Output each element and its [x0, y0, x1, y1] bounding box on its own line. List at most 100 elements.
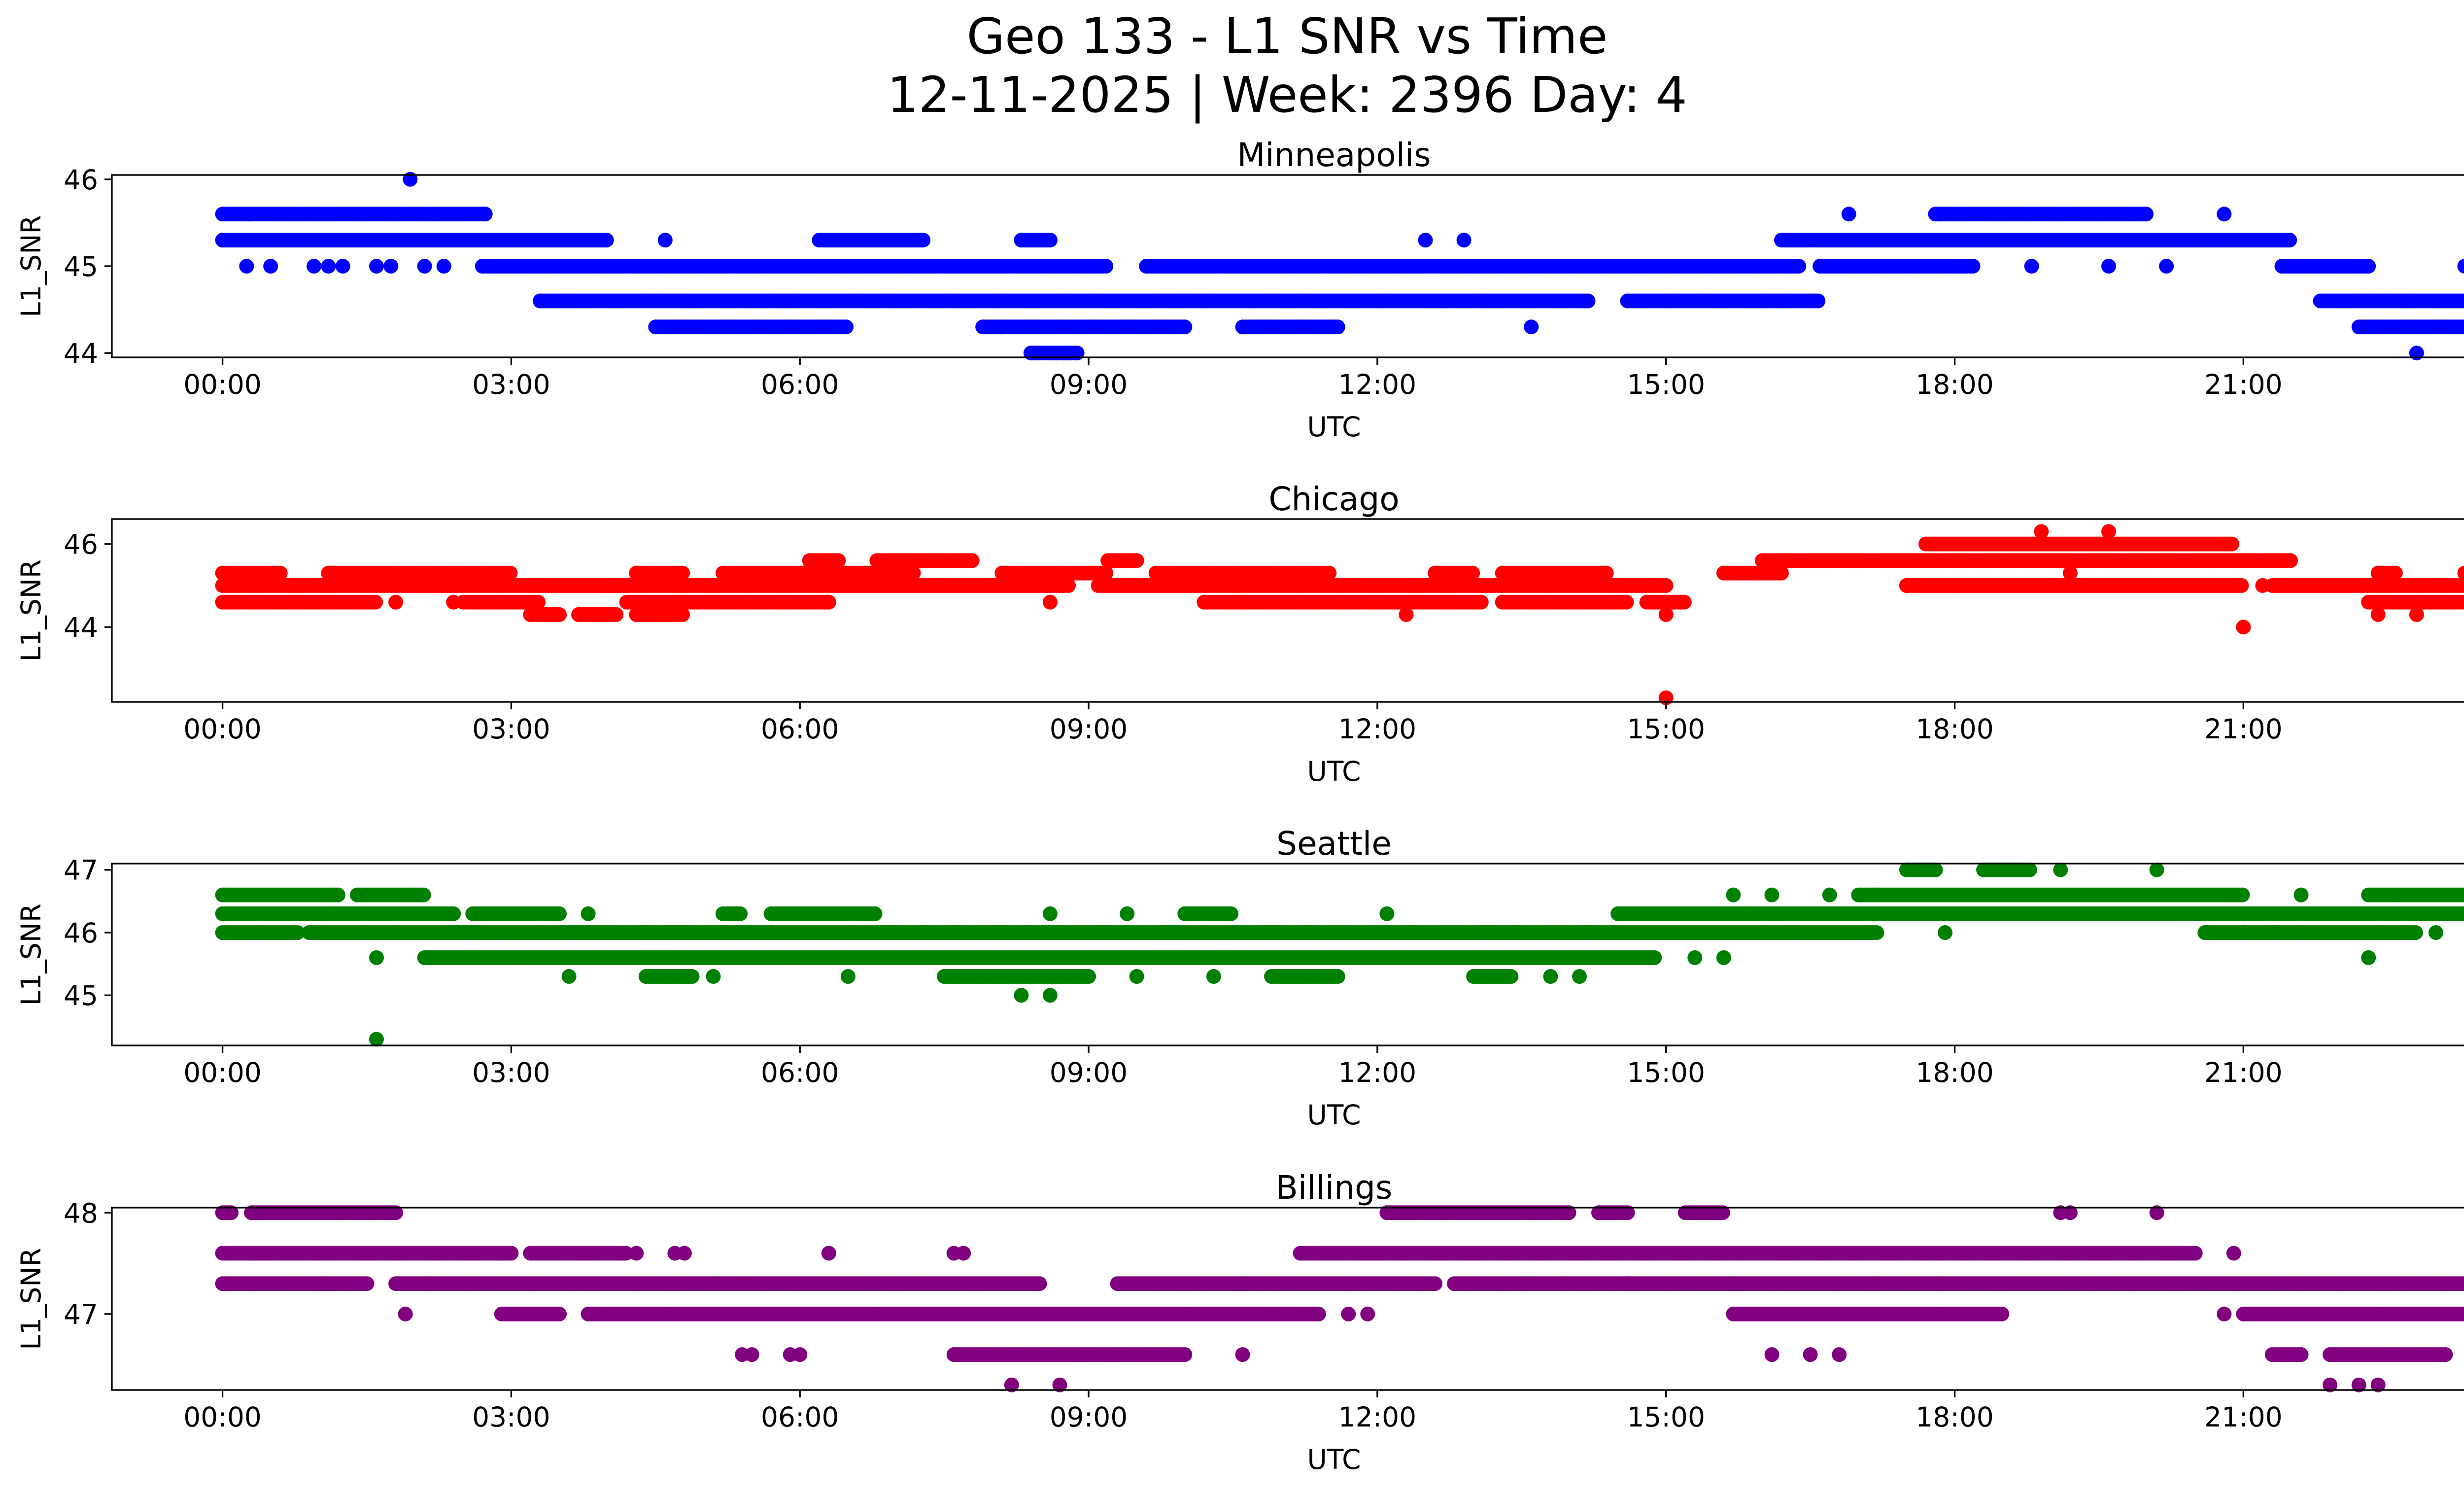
data-point — [436, 259, 451, 274]
data-point — [1456, 233, 1472, 248]
x-tick-label: 06:00 — [761, 713, 839, 745]
data-point — [416, 887, 431, 903]
data-point — [2024, 259, 2039, 274]
data-point — [1098, 259, 1114, 274]
chart-title: Geo 133 - L1 SNR vs Time — [967, 7, 1608, 65]
x-tick-label: 18:00 — [1916, 713, 1994, 745]
data-point — [1069, 346, 1085, 361]
y-tick-label: 46 — [64, 529, 98, 560]
x-tick-label: 03:00 — [472, 713, 550, 745]
data-point — [733, 906, 748, 921]
data-point — [1658, 578, 1674, 593]
series-points — [215, 524, 2464, 705]
data-point — [2062, 565, 2078, 581]
data-point — [263, 259, 278, 274]
data-point — [388, 594, 404, 610]
x-tick-label: 06:00 — [761, 369, 839, 400]
data-point — [368, 594, 383, 610]
data-point — [1965, 259, 1981, 274]
data-point — [2457, 259, 2464, 274]
data-point — [2034, 524, 2049, 539]
data-point — [369, 259, 384, 274]
data-point — [225, 594, 240, 610]
data-point — [383, 259, 399, 274]
data-point — [964, 553, 980, 568]
data-point — [609, 607, 624, 622]
data-point — [1580, 293, 1596, 309]
x-tick-label: 00:00 — [183, 369, 262, 400]
data-point — [239, 259, 254, 274]
x-tick-label: 12:00 — [1338, 369, 1417, 400]
data-point — [2235, 887, 2250, 903]
data-point — [1899, 578, 1914, 593]
data-point — [867, 906, 883, 921]
y-tick-label: 44 — [64, 612, 98, 643]
y-tick-label: 46 — [64, 164, 98, 196]
data-point — [2139, 207, 2154, 222]
y-tick-label: 44 — [64, 338, 98, 369]
y-axis-label: L1_SNR — [15, 559, 47, 661]
data-point — [478, 207, 493, 222]
data-point — [1658, 607, 1674, 622]
data-point — [1619, 594, 1634, 610]
x-axis-label: UTC — [1307, 756, 1361, 787]
x-tick-label: 18:00 — [1916, 369, 1994, 400]
data-point — [2236, 620, 2251, 635]
data-point — [2370, 607, 2386, 622]
data-point — [599, 233, 614, 248]
y-axis-label: L1_SNR — [15, 215, 47, 317]
data-point — [2159, 259, 2174, 274]
data-point — [1129, 553, 1144, 568]
data-point — [1042, 233, 1058, 248]
data-point — [2224, 536, 2239, 552]
panel-title: Minneapolis — [1237, 136, 1431, 174]
x-axis-label: UTC — [1307, 411, 1361, 443]
data-point — [417, 259, 432, 274]
data-point — [1061, 578, 1076, 593]
x-tick-label: 15:00 — [1627, 369, 1705, 400]
data-point — [1235, 594, 1250, 610]
panel-title: Seattle — [1276, 825, 1392, 863]
x-tick-label: 15:00 — [1627, 713, 1705, 745]
x-tick-label: 09:00 — [1050, 713, 1128, 745]
panel-minneapolis: Minneapolis 00:00 03:00 06:00 09:00 12:00 15:0… — [15, 136, 2464, 443]
data-point — [675, 607, 690, 622]
chart-subtitle: 12-11-2025 | Week: 2396 Day: 4 — [887, 66, 1687, 124]
data-point — [2409, 607, 2424, 622]
data-point — [1524, 319, 1539, 335]
data-point — [1811, 293, 1826, 309]
x-tick-label: 03:00 — [472, 369, 550, 400]
data-point — [821, 594, 836, 610]
data-point — [2101, 524, 2116, 539]
x-tick-label: 09:00 — [1050, 369, 1128, 400]
data-point — [2361, 259, 2376, 274]
y-tick-label: 45 — [64, 251, 98, 282]
data-point — [1330, 319, 1345, 335]
data-point — [1841, 207, 1856, 222]
data-point — [2101, 259, 2116, 274]
data-point — [403, 172, 418, 187]
data-point — [1399, 607, 1414, 622]
data-point — [446, 906, 461, 921]
data-point — [2282, 233, 2297, 248]
data-point — [657, 233, 673, 248]
data-point — [321, 259, 336, 274]
data-point — [2283, 553, 2298, 568]
x-tick-label: 21:00 — [2204, 369, 2283, 400]
data-point — [446, 594, 461, 610]
data-point — [1677, 594, 1692, 610]
data-point — [916, 233, 931, 248]
data-point — [2255, 578, 2270, 593]
data-point — [1418, 233, 1433, 248]
data-point — [1042, 594, 1058, 610]
x-tick-label: 21:00 — [2204, 713, 2283, 745]
data-point — [330, 887, 345, 903]
data-point — [831, 553, 846, 568]
data-point — [335, 259, 350, 274]
data-point — [1177, 319, 1193, 335]
x-tick-label: 00:00 — [183, 713, 262, 745]
data-point — [2409, 346, 2424, 361]
